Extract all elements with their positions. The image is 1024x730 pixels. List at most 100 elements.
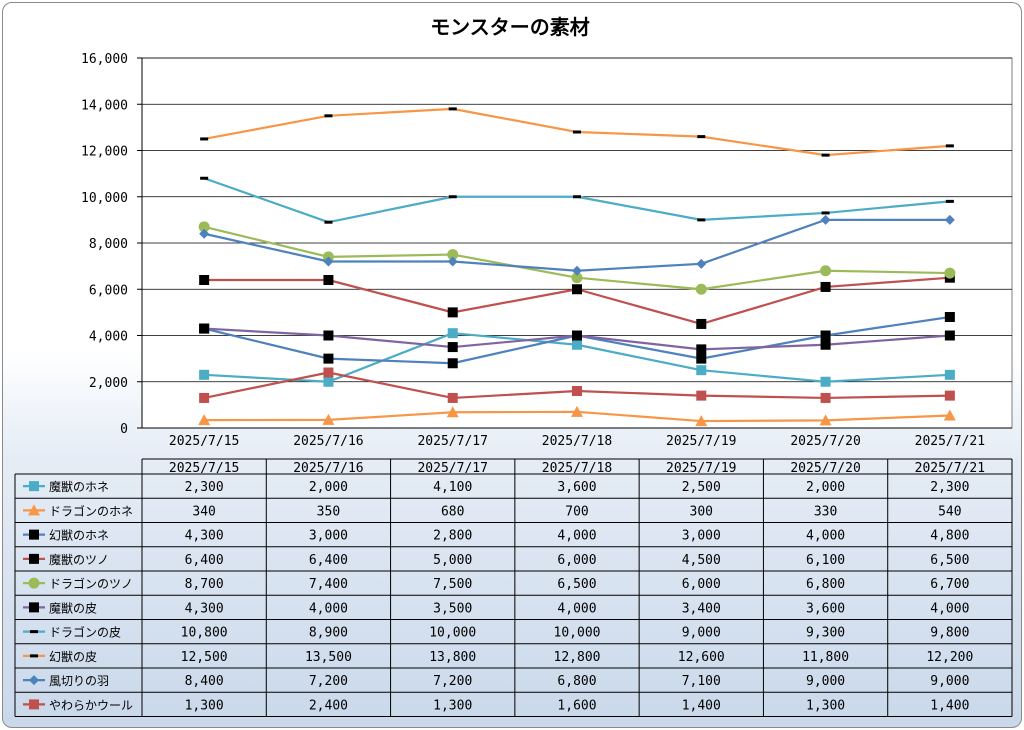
- data-label: 6,700: [930, 577, 969, 592]
- data-label: 8,700: [185, 577, 224, 592]
- data-label: 11,800: [802, 650, 849, 665]
- data-label: 300: [690, 504, 713, 519]
- data-point: [821, 211, 830, 215]
- data-label: 9,300: [806, 626, 845, 641]
- data-label: 4,000: [557, 529, 596, 544]
- legend-label: やわらかウール: [49, 698, 133, 712]
- chart-title: モンスターの素材: [430, 15, 590, 39]
- data-point: [572, 339, 582, 350]
- data-label: 12,500: [181, 650, 228, 665]
- table-header: 2025/7/17: [417, 461, 487, 476]
- data-point: [944, 390, 955, 401]
- data-point: [573, 195, 581, 199]
- data-label: 2,800: [433, 529, 472, 544]
- data-label: 1,400: [930, 698, 969, 713]
- data-label: 13,500: [305, 650, 352, 665]
- series-9: [199, 214, 955, 276]
- data-label: 4,500: [682, 553, 721, 568]
- data-label: 6,000: [557, 553, 596, 568]
- data-point: [28, 577, 40, 589]
- data-label: 330: [814, 504, 837, 519]
- data-label: 6,800: [806, 577, 845, 592]
- data-label: 680: [441, 504, 464, 519]
- data-point: [447, 328, 458, 339]
- data-label: 4,000: [309, 601, 348, 616]
- data-point: [323, 275, 334, 285]
- data-point: [199, 323, 210, 334]
- data-point: [571, 272, 583, 284]
- data-point: [29, 481, 39, 492]
- data-point: [819, 414, 832, 426]
- data-label: 1,400: [682, 698, 721, 713]
- data-label: 4,000: [930, 601, 969, 616]
- data-label: 12,800: [554, 650, 601, 665]
- data-label: 2,300: [930, 480, 969, 495]
- legend-label: ドラゴンの皮: [49, 625, 121, 640]
- y-tick-label: 4,000: [89, 330, 128, 345]
- data-label: 3,000: [309, 529, 348, 544]
- data-label: 13,800: [429, 650, 476, 665]
- table-header: 2025/7/16: [293, 461, 363, 476]
- data-point: [447, 256, 458, 267]
- series-2: [198, 405, 956, 427]
- chart-canvas: モンスターの素材 0 2,000 4,000 6,000 8,000 10,000 12,00…: [14, 15, 1013, 717]
- data-point: [572, 330, 582, 341]
- data-label: 1,300: [185, 698, 224, 713]
- data-point: [447, 307, 458, 318]
- y-tick-label: 8,000: [89, 237, 128, 252]
- data-point: [820, 281, 831, 292]
- table-header: 2025/7/21: [915, 461, 985, 476]
- data-point: [820, 265, 832, 277]
- data-point: [29, 602, 39, 613]
- legend-label: 魔獣のツノ: [49, 552, 109, 567]
- data-point: [696, 365, 707, 376]
- table-header: 2025/7/20: [790, 461, 860, 476]
- data-point: [199, 275, 210, 285]
- data-label: 4,300: [185, 601, 224, 616]
- data-point: [199, 228, 210, 239]
- data-label: 4,000: [557, 601, 596, 616]
- data-point: [29, 699, 39, 710]
- data-point: [697, 218, 706, 222]
- x-tick-label: 2025/7/17: [417, 434, 487, 449]
- data-label: 9,800: [930, 626, 969, 641]
- y-tick-label: 2,000: [89, 376, 128, 391]
- data-point: [322, 413, 335, 425]
- data-point: [573, 130, 581, 134]
- data-point: [572, 386, 582, 396]
- data-label: 7,100: [682, 674, 721, 689]
- data-point: [324, 114, 333, 118]
- data-point: [695, 283, 707, 295]
- y-tick-label: 10,000: [81, 191, 128, 206]
- data-label: 2,500: [682, 480, 721, 495]
- data-point: [944, 369, 955, 380]
- data-point: [200, 176, 209, 180]
- data-point: [30, 630, 38, 634]
- data-point: [323, 256, 334, 267]
- data-point: [323, 376, 334, 387]
- data-label: 6,500: [557, 577, 596, 592]
- data-point: [696, 318, 707, 329]
- y-tick-label: 16,000: [81, 52, 128, 67]
- table-header: 2025/7/19: [666, 461, 736, 476]
- series-6: [199, 323, 955, 355]
- data-label: 8,400: [185, 674, 224, 689]
- data-label: 10,800: [181, 626, 228, 641]
- data-point: [446, 406, 459, 418]
- data-point: [571, 405, 583, 417]
- data-label: 5,000: [433, 553, 472, 568]
- data-label: 2,000: [806, 480, 845, 495]
- legend-label: 幻獣の皮: [49, 650, 97, 664]
- y-tick-label: 6,000: [89, 283, 128, 298]
- y-tick-label: 12,000: [81, 145, 128, 160]
- data-label: 9,000: [806, 674, 845, 689]
- legend-label: 風切りの羽: [49, 674, 109, 688]
- x-tick-label: 2025/7/18: [542, 434, 612, 449]
- data-point: [324, 220, 333, 224]
- series-10: [199, 367, 955, 403]
- series-7: [200, 176, 954, 224]
- x-tick-label: 2025/7/20: [790, 434, 860, 449]
- legend-label: ドラゴンのツノ: [49, 576, 133, 591]
- data-label: 1,300: [433, 698, 472, 713]
